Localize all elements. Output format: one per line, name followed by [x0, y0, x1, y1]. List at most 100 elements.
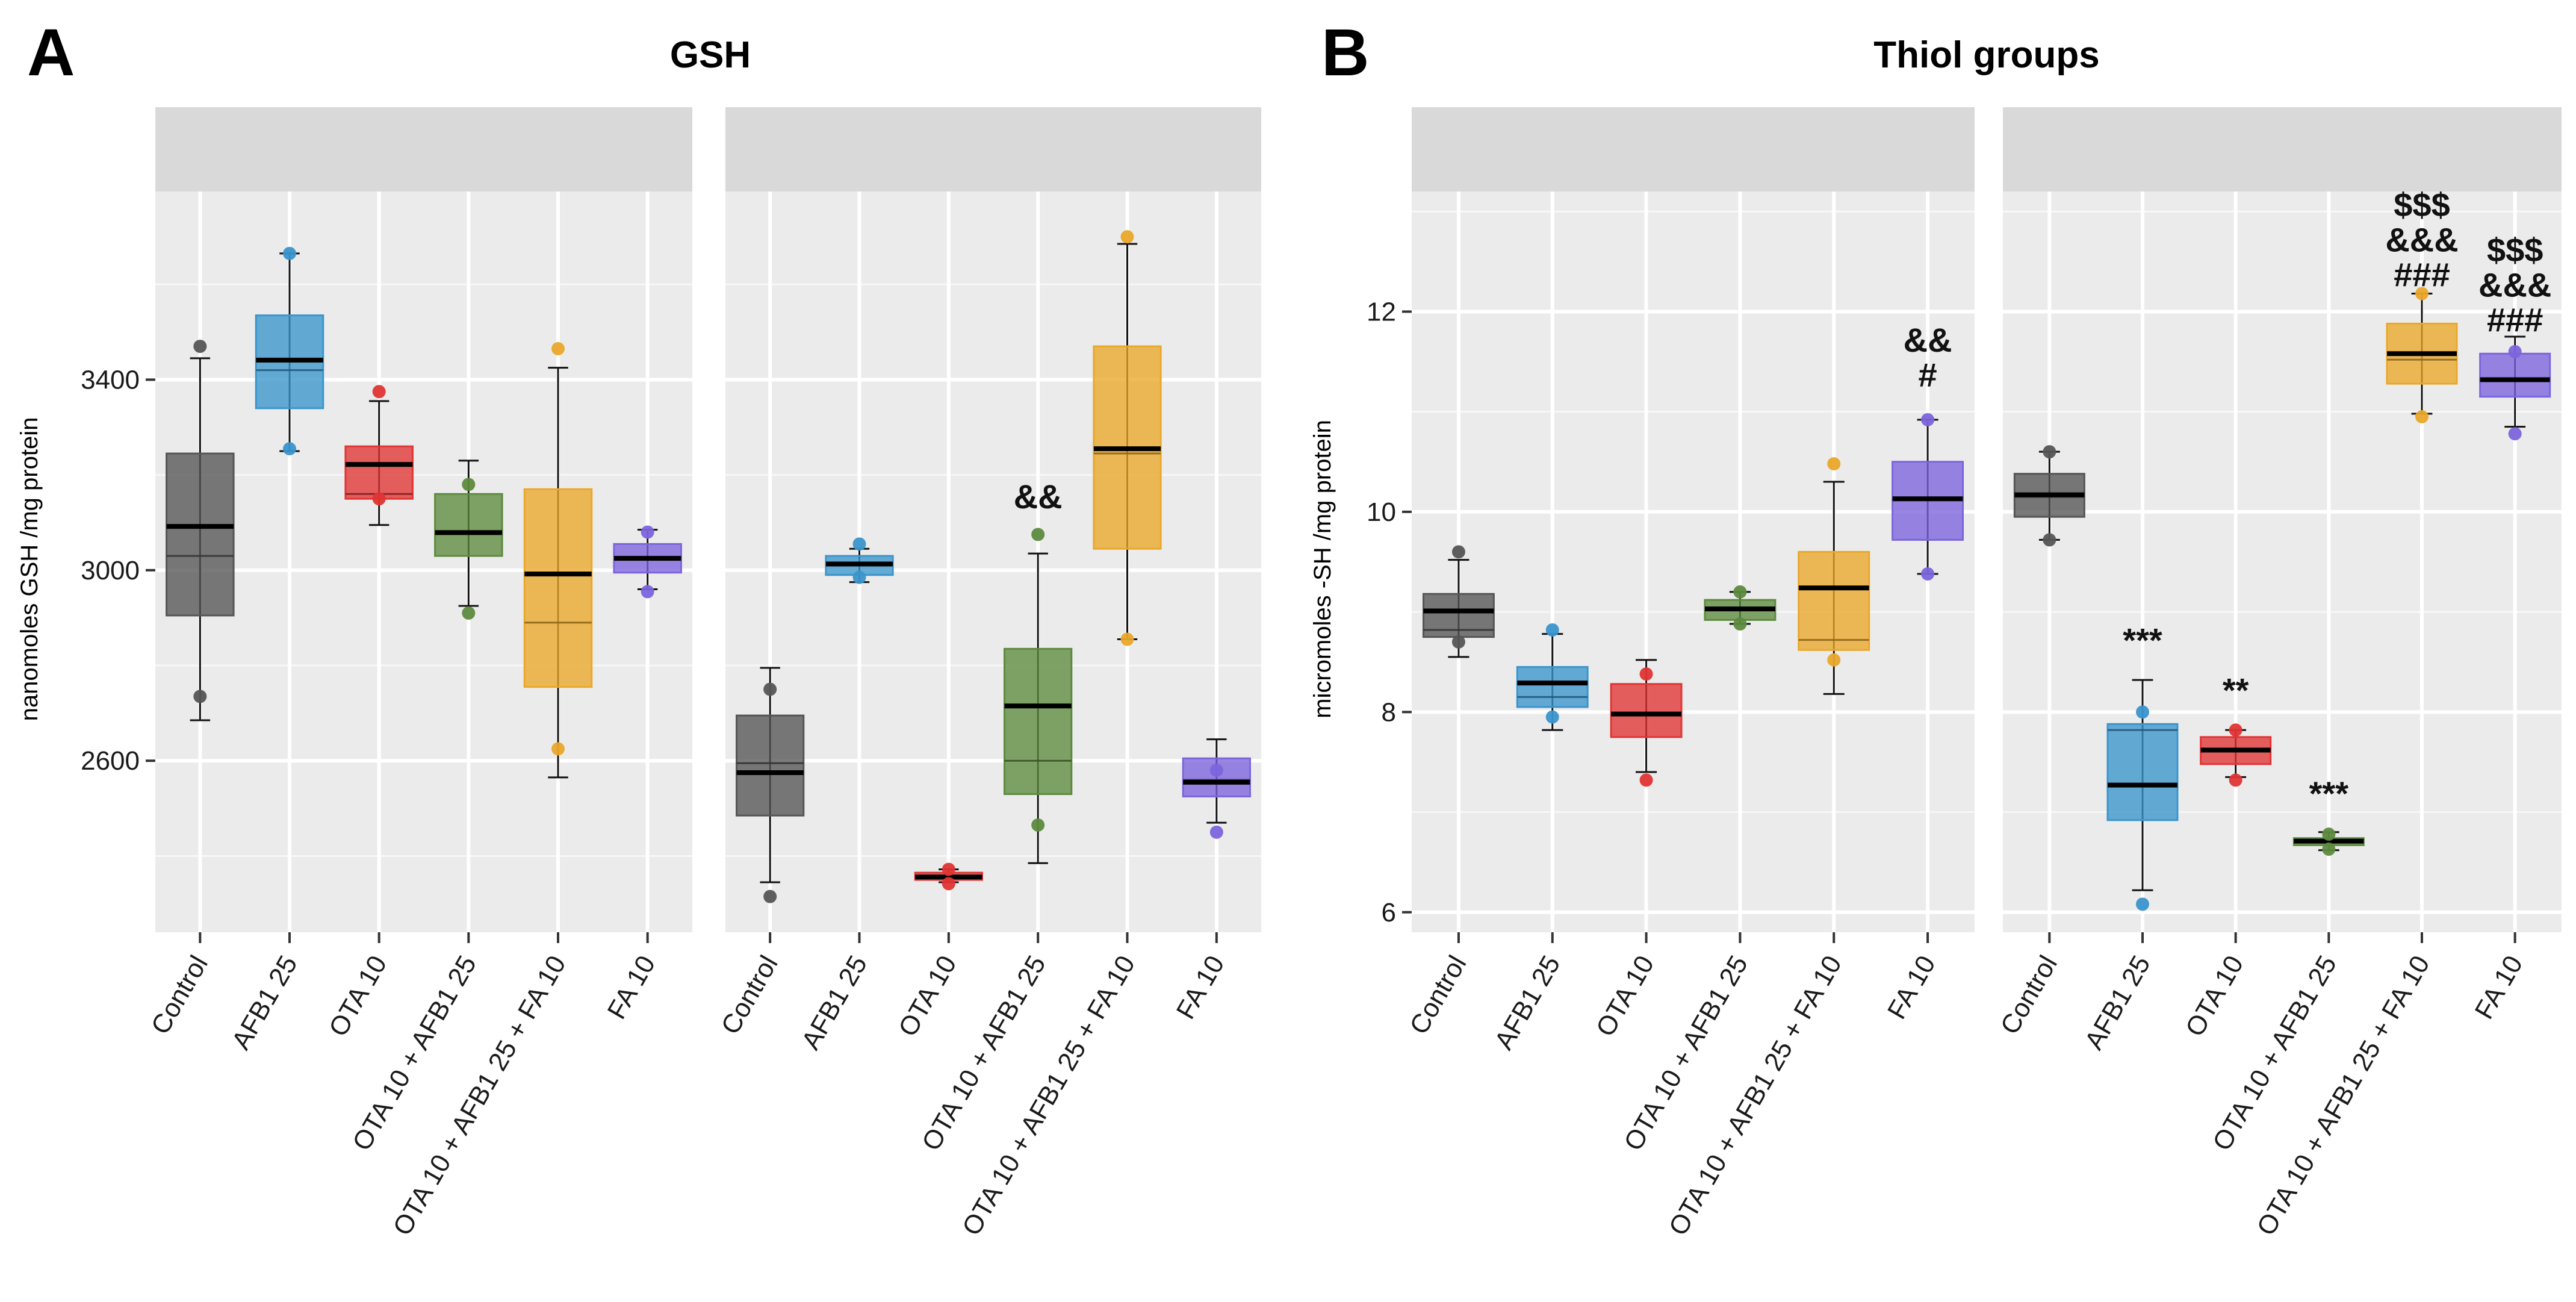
box-ota-10-afb1-25-fa-10 [1798, 457, 1870, 695]
data-point [283, 442, 296, 456]
facet-24h-p1-background [155, 192, 692, 932]
panel-b-letter: B [1321, 16, 1369, 90]
x-tick-label-control: Control [1995, 951, 2063, 1039]
data-point [1827, 653, 1841, 667]
box-rect [344, 445, 414, 500]
box-ota-10-afb1-25-fa-10 [523, 342, 593, 779]
box-fa-10 [2479, 335, 2551, 441]
x-tick-label-ota-10-afb1-25-fa-10: OTA 10 + AFB1 25 + FA 10 [2251, 951, 2435, 1241]
x-tick-label-fa-10: FA 10 [1882, 951, 1941, 1024]
data-point [2229, 723, 2242, 737]
significance-label: && [1014, 478, 1063, 516]
panel-a-y-axis-label: nanomoles GSH /mg protein [16, 417, 43, 721]
significance-label: ### [2487, 301, 2543, 338]
box-ota-10-afb1-25-fa-10 [2386, 287, 2458, 423]
y-tick-label: 8 [1382, 697, 1396, 727]
x-tick-label-ota-10: OTA 10 [323, 951, 393, 1042]
x-tick-label-control: Control [1404, 951, 1472, 1039]
box-rect [1516, 666, 1589, 708]
box-ota-10 [2200, 723, 2272, 787]
data-point [763, 889, 777, 903]
data-point [942, 862, 955, 876]
box-ota-10-afb1-25-fa-10 [1093, 230, 1162, 646]
data-point [283, 246, 296, 260]
data-point [641, 525, 654, 539]
box-ota-10 [914, 862, 983, 891]
facet-24h-p1-strip [155, 107, 692, 192]
significance-label: *** [2309, 774, 2349, 812]
x-tick-label-control: Control [146, 951, 214, 1039]
box-rect [523, 488, 593, 688]
facet-24h-p2-background [1412, 192, 1975, 932]
box-rect [1610, 683, 1683, 738]
box-rect [166, 452, 235, 617]
y-tick-label: 3000 [81, 556, 140, 585]
x-tick-label-fa-10: FA 10 [602, 951, 662, 1024]
box-rect [1798, 550, 1870, 651]
data-point [2415, 410, 2429, 423]
data-point [1639, 667, 1653, 681]
significance-label: *** [2123, 621, 2162, 659]
x-tick-label-ota-10-afb1-25-fa-10: OTA 10 + AFB1 25 + FA 10 [387, 951, 571, 1241]
data-point [1827, 457, 1841, 471]
significance-label: &&& [2478, 266, 2551, 304]
data-point [1451, 635, 1465, 649]
data-point [1451, 545, 1465, 559]
facet-48h-p1-strip [725, 107, 1261, 192]
data-point [852, 537, 866, 551]
data-point [462, 478, 476, 491]
box-control [166, 340, 235, 721]
facet-48h-p2-background [2003, 192, 2562, 932]
data-point [1031, 818, 1045, 832]
data-point [2322, 843, 2336, 856]
box-control [2013, 445, 2085, 547]
box-afb1-25 [2106, 679, 2179, 911]
data-point [2229, 773, 2242, 787]
box-fa-10 [613, 525, 682, 599]
data-point [551, 742, 565, 756]
box-ota-10-afb1-25 [1704, 585, 1777, 631]
significance-label: # [1919, 356, 1937, 394]
panel-a-letter: A [27, 16, 75, 90]
box-fa-10 [1892, 413, 1964, 581]
box-control [736, 667, 805, 903]
box-ota-10 [1610, 659, 1683, 787]
data-point [1209, 825, 1223, 839]
box-afb1-25 [825, 537, 894, 584]
data-point [641, 585, 654, 599]
box-rect [434, 493, 503, 557]
x-tick-label-afb1-25: AFB1 25 [1489, 951, 1566, 1055]
significance-label: &&& [2385, 221, 2458, 259]
box-afb1-25 [1516, 623, 1589, 731]
x-tick-label-afb1-25: AFB1 25 [226, 951, 303, 1055]
x-tick-label-afb1-25: AFB1 25 [2079, 951, 2156, 1055]
panel-a-title: GSH [670, 34, 751, 76]
box-rect [2106, 723, 2179, 821]
y-tick-label: 10 [1367, 497, 1396, 527]
significance-label: ### [2394, 256, 2450, 294]
data-point [2136, 897, 2149, 911]
data-point [1733, 585, 1747, 599]
data-point [1209, 764, 1223, 777]
x-tick-label-fa-10: FA 10 [1171, 951, 1231, 1024]
x-tick-label-ota-10: OTA 10 [1591, 951, 1660, 1042]
box-rect [736, 714, 805, 817]
data-point [1639, 773, 1653, 787]
data-point [942, 877, 955, 891]
y-tick-label: 6 [1382, 898, 1396, 927]
data-point [2508, 344, 2522, 358]
data-point [1545, 623, 1559, 637]
panel-b-y-axis-label: micromoles -SH /mg protein [1309, 420, 1336, 718]
data-point [1031, 528, 1045, 541]
y-tick-label: 12 [1367, 297, 1396, 326]
y-tick-label: 2600 [81, 746, 140, 776]
data-point [2415, 287, 2429, 301]
data-point [462, 606, 476, 620]
facet-48h-p2-strip [2003, 107, 2562, 192]
x-tick-label-fa-10: FA 10 [2469, 951, 2529, 1024]
box-afb1-25 [255, 246, 324, 456]
x-tick-label-ota-10-afb1-25-fa-10: OTA 10 + AFB1 25 + FA 10 [1663, 951, 1848, 1241]
significance-label: $$$ [2394, 186, 2450, 224]
